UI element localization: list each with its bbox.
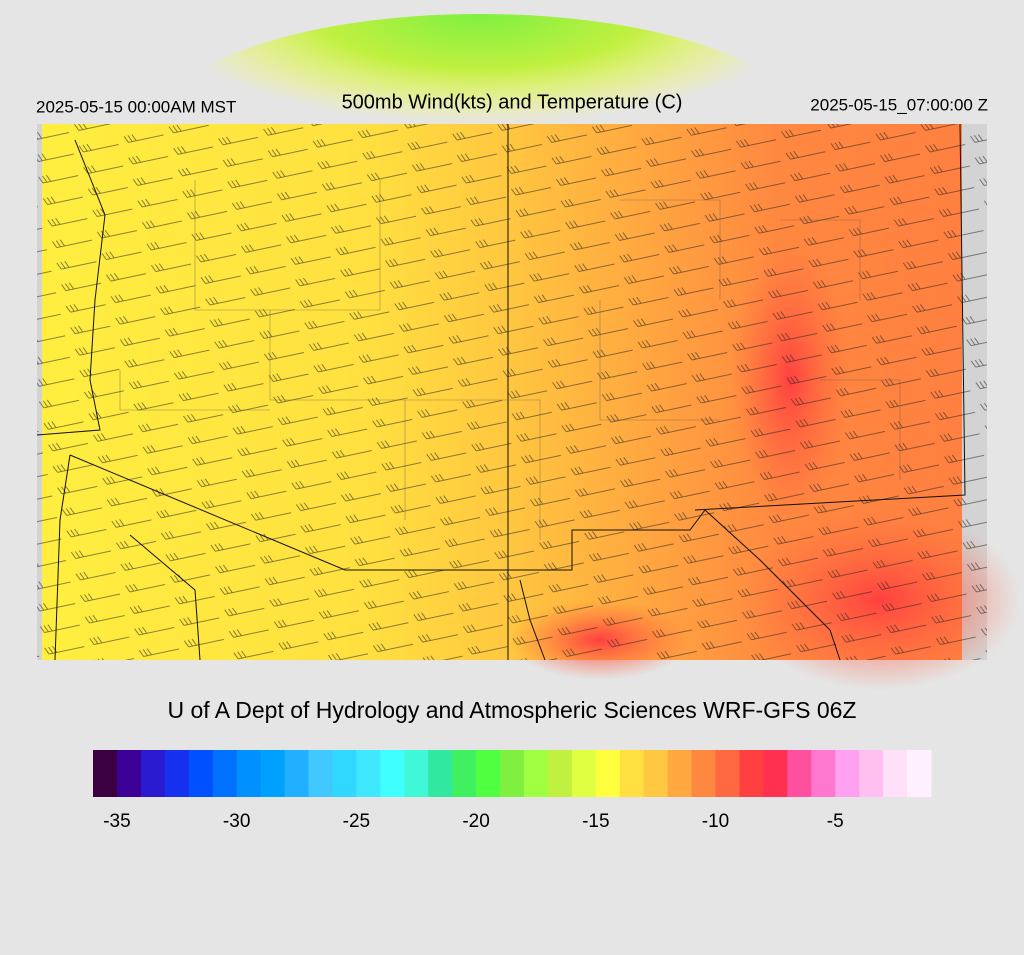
colorbar-swatch xyxy=(284,750,309,797)
colorbar-swatch xyxy=(739,750,764,797)
colorbar-tick-label: -30 xyxy=(223,811,250,832)
colorbar-swatch xyxy=(308,750,333,797)
valid-time-local: 2025-05-15 00:00AM MST xyxy=(36,97,236,116)
map-title: 500mb Wind(kts) and Temperature (C) xyxy=(342,91,683,113)
colorbar-tick-label: -25 xyxy=(343,811,370,832)
colorbar-swatch xyxy=(859,750,884,797)
colorbar-swatch xyxy=(476,750,501,797)
colorbar-swatch xyxy=(811,750,836,797)
colorbar-swatch xyxy=(667,750,693,797)
colorbar-tick-label: -20 xyxy=(462,811,489,832)
colorbar-swatch xyxy=(547,750,573,797)
colorbar-swatch xyxy=(595,750,621,797)
colorbar-swatch xyxy=(691,750,717,797)
colorbar-tick-label: -10 xyxy=(702,811,729,832)
colorbar-tick-label: -5 xyxy=(827,811,844,832)
colorbar-swatch xyxy=(428,750,453,797)
colorbar-swatch xyxy=(332,750,357,797)
colorbar-swatch xyxy=(260,750,286,797)
colorbar-swatch xyxy=(93,750,118,797)
colorbar-swatch xyxy=(571,750,597,797)
colorbar-swatch xyxy=(380,750,405,797)
valid-time-utc: 2025-05-15_07:00:00 Z xyxy=(810,95,988,114)
colorbar-tick-label: -35 xyxy=(103,811,130,832)
colorbar-swatch xyxy=(236,750,262,797)
colorbar-swatch xyxy=(452,750,477,797)
map xyxy=(36,14,1020,690)
colorbar-tick-label: -15 xyxy=(582,811,609,832)
colorbar-swatch xyxy=(212,750,238,797)
footer: U of A Dept of Hydrology and Atmospheric… xyxy=(167,697,856,723)
borders xyxy=(36,123,966,661)
colorbar-swatch xyxy=(619,750,645,797)
colorbar-swatch xyxy=(116,750,142,797)
colorbar-swatch xyxy=(523,750,549,797)
colorbar-swatch xyxy=(715,750,740,797)
colorbar-swatch xyxy=(763,750,788,797)
colorbar-swatch xyxy=(883,750,908,797)
colorbar-swatch xyxy=(835,750,860,797)
colorbar-swatch xyxy=(164,750,190,797)
state-lines xyxy=(119,180,901,540)
colorbar-swatch xyxy=(787,750,812,797)
colorbar-swatch xyxy=(500,750,525,797)
colorbar: -35 -30 -25 -20 -15 -10 -5 xyxy=(93,750,932,832)
colorbar-swatch xyxy=(404,750,429,797)
wind-barbs xyxy=(37,124,987,660)
colorbar-swatch xyxy=(188,750,214,797)
colorbar-swatch xyxy=(643,750,669,797)
colorbar-swatch xyxy=(140,750,166,797)
colorbar-swatch xyxy=(356,750,381,797)
colorbar-swatch xyxy=(907,750,932,797)
